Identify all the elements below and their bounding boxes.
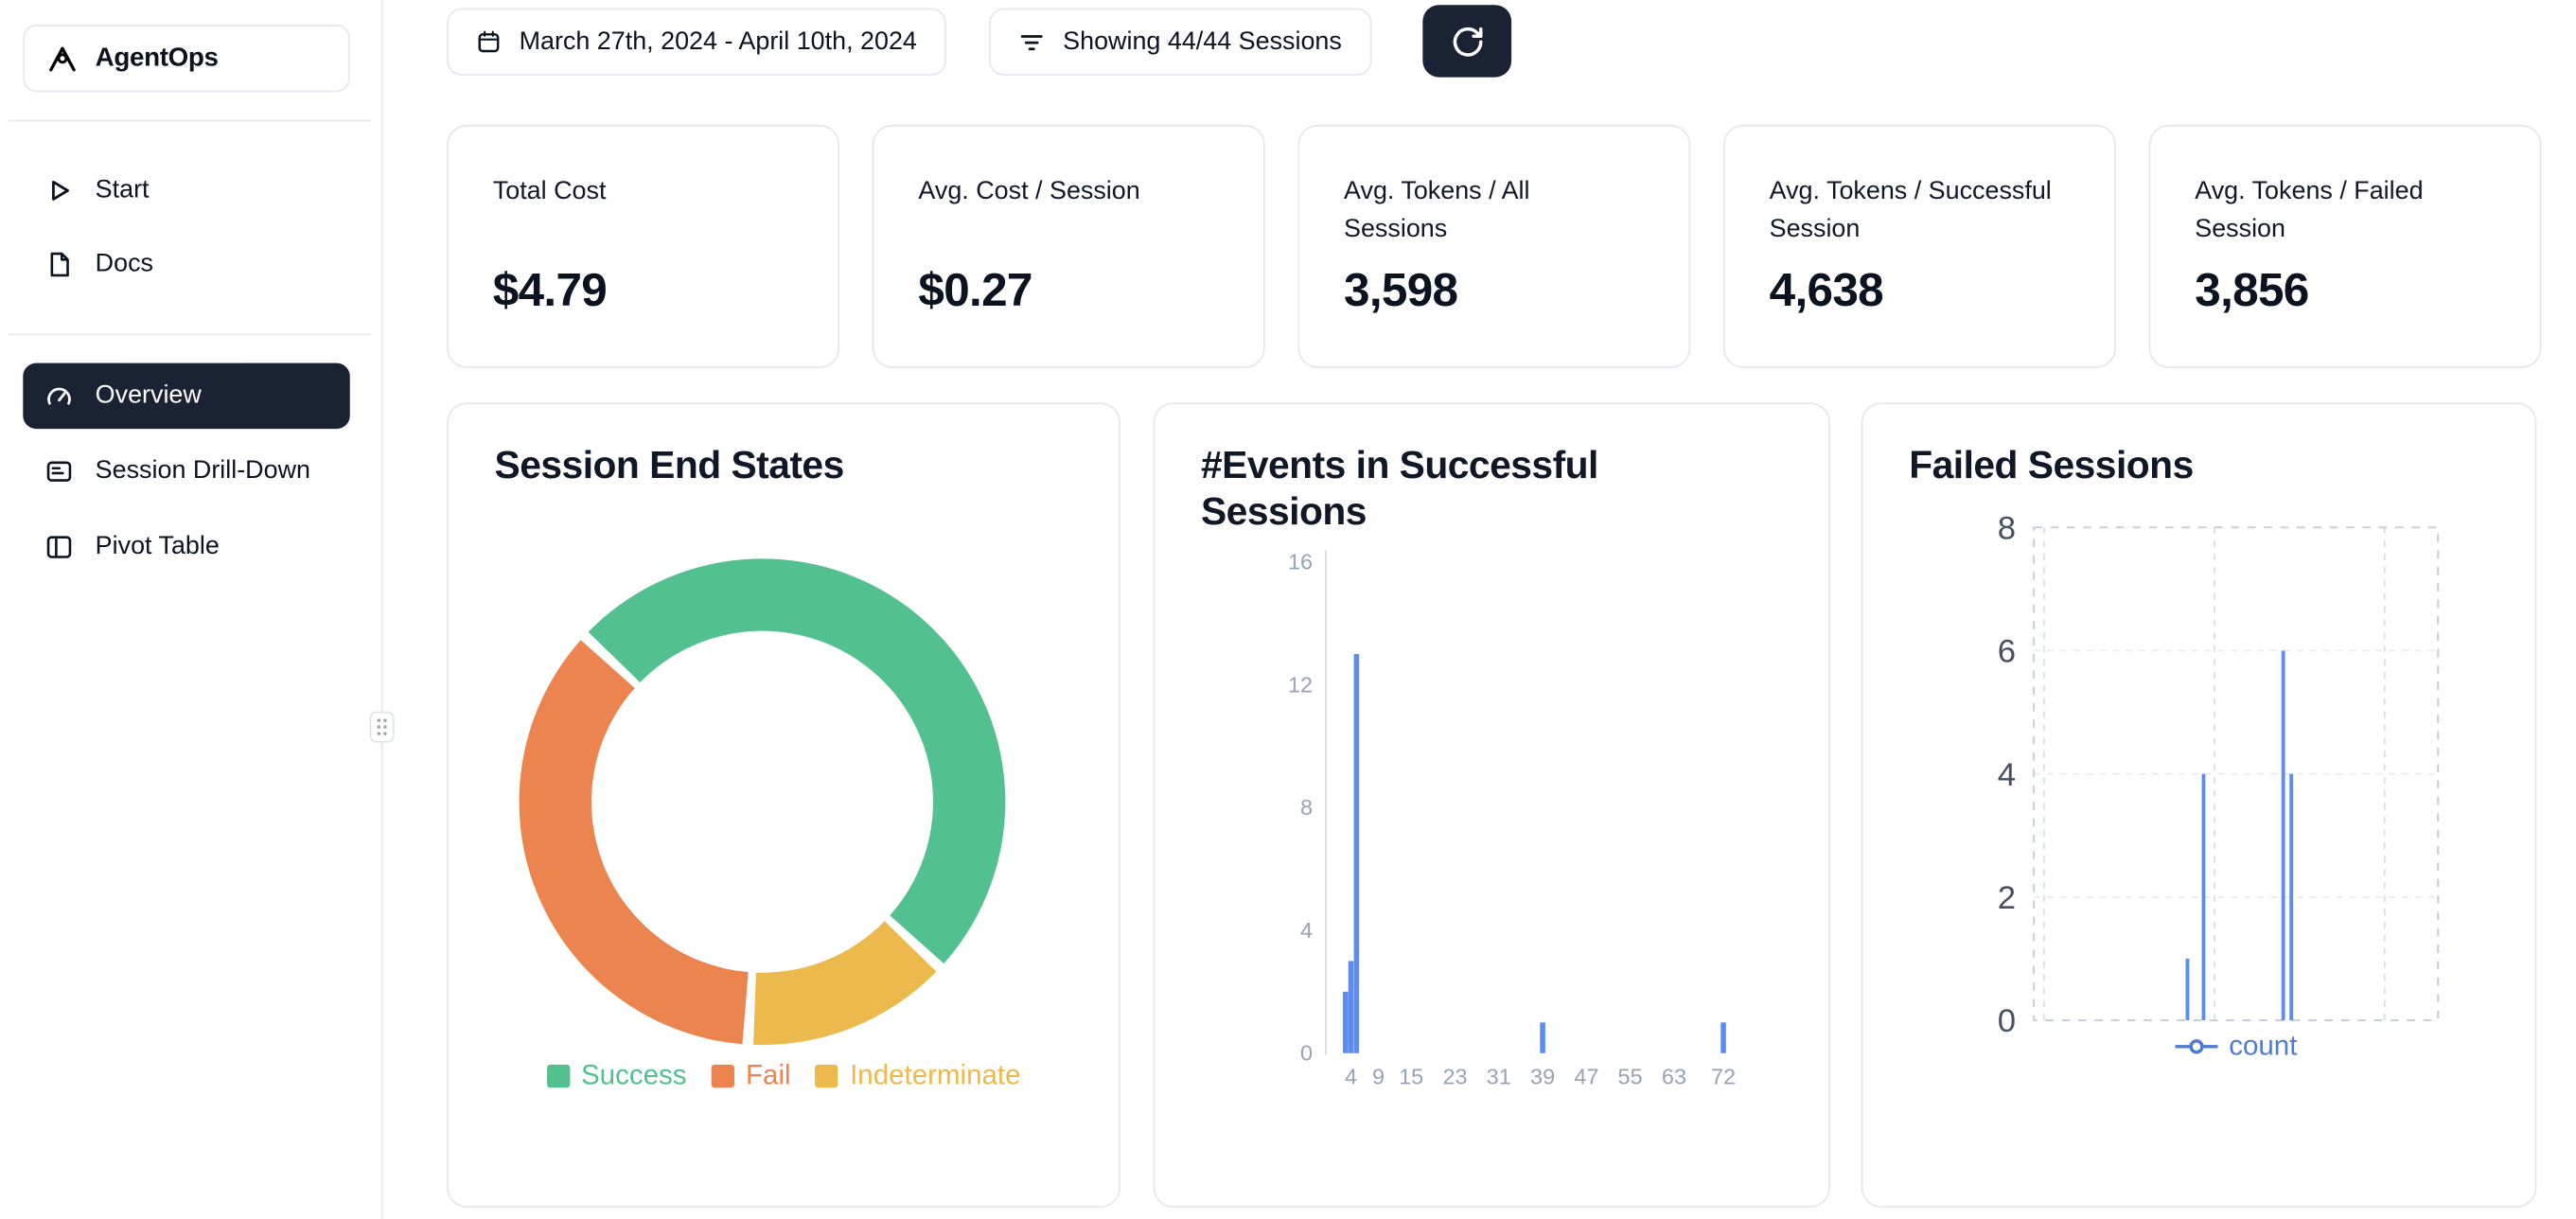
stat-label: Total Cost xyxy=(492,177,607,205)
stat-value: 3,856 xyxy=(2195,264,2309,318)
document-icon xyxy=(50,252,69,277)
sidebar-item-label: Pivot Table xyxy=(95,532,220,560)
legend-label: count xyxy=(2229,1030,2298,1062)
y-tick-label: 8 xyxy=(1300,795,1313,820)
sidebar-item-label: Start xyxy=(95,175,150,204)
stat-label: Avg. Tokens / Successful Session xyxy=(1769,177,2052,243)
session-end-states-card: Session End States Success Fail Indetermin… xyxy=(447,402,1120,1208)
legend-swatch xyxy=(815,1064,838,1088)
sidebar: AgentOps Start Docs Overview xyxy=(0,0,395,1219)
gauge-icon xyxy=(47,387,71,405)
sidebar-item-start[interactable]: Start xyxy=(23,157,350,224)
stat-value: $4.79 xyxy=(492,264,608,318)
panel-icon xyxy=(46,461,72,482)
sidebar-item-pivot-table[interactable]: Pivot Table xyxy=(23,514,350,580)
refresh-icon xyxy=(1452,26,1482,56)
refresh-button[interactable] xyxy=(1422,5,1512,78)
play-icon xyxy=(52,180,69,201)
sessions-filter-button[interactable]: Showing 44/44 Sessions xyxy=(989,8,1372,76)
bar xyxy=(1540,1022,1545,1053)
stat-value: 4,638 xyxy=(1769,264,1884,318)
stat-label: Avg. Tokens / Failed Session xyxy=(2195,177,2424,243)
session-end-states-donut-chart xyxy=(519,558,1006,1046)
donut-slice-fail xyxy=(519,640,749,1045)
legend-item-indeterminate[interactable]: Indeterminate xyxy=(815,1059,1021,1093)
filter-icon xyxy=(1020,34,1043,50)
x-tick-label: 47 xyxy=(1574,1065,1598,1089)
donut-legend: Success Fail Indeterminate xyxy=(449,1060,1119,1093)
bar xyxy=(1720,1022,1726,1053)
donut-slice-success xyxy=(588,558,1006,964)
y-tick-label: 2 xyxy=(1998,880,2016,916)
x-tick-label: 4 xyxy=(1345,1065,1357,1089)
chart-title: #Events in Successful Sessions xyxy=(1200,443,1598,532)
donut-slice-indeterminate xyxy=(753,921,937,1046)
y-tick-label: 8 xyxy=(1998,510,2016,546)
x-tick-label: 9 xyxy=(1372,1065,1385,1089)
sidebar-item-label: Session Drill-Down xyxy=(95,456,310,486)
x-tick-label: 72 xyxy=(1711,1065,1736,1089)
x-tick-label: 39 xyxy=(1530,1065,1555,1089)
legend-label: Fail xyxy=(746,1059,791,1091)
sidebar-item-session-drill-down[interactable]: Session Drill-Down xyxy=(23,438,350,504)
columns-icon xyxy=(46,536,72,558)
stat-card-avg-tokens-failed: Avg. Tokens / Failed Session 3,856 xyxy=(2148,124,2542,368)
sidebar-item-label: Docs xyxy=(95,249,154,278)
divider xyxy=(8,119,372,122)
y-tick-label: 6 xyxy=(1998,634,2016,670)
count-series-legend[interactable]: count xyxy=(2034,1030,2438,1063)
stat-label: Avg. Cost / Session xyxy=(918,177,1140,205)
bar xyxy=(1353,654,1360,1053)
x-tick-label: 55 xyxy=(1618,1065,1643,1089)
sidebar-item-overview[interactable]: Overview xyxy=(23,362,350,430)
y-tick-label: 4 xyxy=(1300,918,1313,943)
logo[interactable]: AgentOps xyxy=(23,25,350,93)
sidebar-item-label: Overview xyxy=(95,380,202,410)
sidebar-resize-handle[interactable] xyxy=(369,711,395,743)
chart-title: Failed Sessions xyxy=(1909,443,2194,486)
date-range-button[interactable]: March 27th, 2024 - April 10th, 2024 xyxy=(447,8,947,76)
stat-label: Avg. Tokens / All Sessions xyxy=(1344,177,1530,243)
failed-sessions-card: Failed Sessions 0 2 4 6 8 count xyxy=(1861,402,2537,1208)
calendar-icon xyxy=(478,30,500,53)
x-tick-label: 15 xyxy=(1399,1065,1423,1089)
stat-card-avg-tokens-successful: Avg. Tokens / Successful Session 4,638 xyxy=(1723,124,2116,368)
y-tick-label: 12 xyxy=(1288,672,1313,697)
legend-swatch xyxy=(546,1064,570,1088)
legend-label: Success xyxy=(580,1059,687,1091)
failed-sessions-line-chart: 0 2 4 6 8 xyxy=(1998,510,2440,1039)
legend-item-success[interactable]: Success xyxy=(546,1059,687,1093)
y-tick-label: 16 xyxy=(1288,550,1313,574)
agentops-logo-icon xyxy=(49,45,76,71)
stat-card-total-cost: Total Cost $4.79 xyxy=(447,124,840,368)
stat-value: $0.27 xyxy=(918,264,1032,318)
divider xyxy=(8,333,372,336)
line-series-legend-icon xyxy=(2174,1039,2218,1054)
y-tick-label: 4 xyxy=(1998,757,2016,793)
chart-title: Session End States xyxy=(494,443,845,486)
sessions-filter-label: Showing 44/44 Sessions xyxy=(1063,26,1342,56)
plot-border xyxy=(2033,526,2440,1022)
legend-item-fail[interactable]: Fail xyxy=(711,1059,791,1093)
stat-card-avg-cost-session: Avg. Cost / Session $0.27 xyxy=(872,124,1265,368)
events-in-successful-sessions-card: #Events in Successful Sessions 0 4 8 12 16 4 9… xyxy=(1153,402,1830,1208)
y-tick-label: 0 xyxy=(1998,1003,2016,1039)
legend-label: Indeterminate xyxy=(850,1059,1021,1091)
x-tick-label: 31 xyxy=(1487,1065,1511,1089)
date-range-label: March 27th, 2024 - April 10th, 2024 xyxy=(519,26,917,56)
legend-swatch xyxy=(711,1064,734,1088)
bar xyxy=(1342,991,1349,1053)
logo-text: AgentOps xyxy=(95,44,219,72)
sidebar-item-docs[interactable]: Docs xyxy=(23,231,350,298)
y-tick-label: 0 xyxy=(1300,1041,1313,1066)
x-tick-label: 23 xyxy=(1443,1065,1468,1089)
grip-dots-icon xyxy=(377,718,387,735)
stat-card-avg-tokens-all: Avg. Tokens / All Sessions 3,598 xyxy=(1297,124,1691,368)
bar xyxy=(1348,961,1354,1053)
stat-value: 3,598 xyxy=(1344,264,1458,318)
x-tick-label: 63 xyxy=(1662,1065,1686,1089)
